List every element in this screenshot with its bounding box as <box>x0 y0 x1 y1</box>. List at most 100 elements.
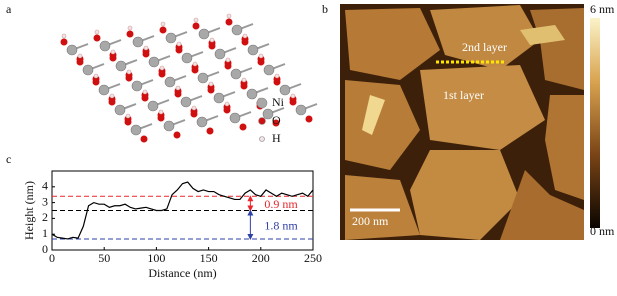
ni-atom <box>163 120 175 132</box>
o-atom <box>175 46 183 54</box>
h-atom <box>274 73 280 79</box>
x-tick-label: 250 <box>304 251 322 265</box>
h-atom <box>176 41 182 47</box>
ni-atom <box>131 80 143 92</box>
o-atom <box>140 135 148 143</box>
ni-atom <box>82 64 94 76</box>
ni-atom <box>295 104 307 116</box>
h-atom <box>142 89 148 95</box>
panel-label: c <box>6 152 11 166</box>
h-atom <box>224 101 230 107</box>
o-atom <box>206 127 214 135</box>
ni-atom <box>164 76 176 88</box>
o-atom <box>173 131 181 139</box>
ni-atom <box>148 56 160 68</box>
h-atom <box>208 81 214 87</box>
o-atom <box>108 98 116 106</box>
o-atom <box>92 78 100 86</box>
o-atom <box>289 98 297 106</box>
o-atom <box>225 18 233 26</box>
afm-image <box>340 4 584 240</box>
h-atom <box>175 85 181 91</box>
o-atom <box>60 38 68 46</box>
h-atom <box>61 33 67 39</box>
h-atom <box>193 17 199 23</box>
legend-marker <box>258 117 266 125</box>
ni-atom <box>165 32 177 44</box>
o-atom <box>208 42 216 50</box>
ni-atom <box>114 104 126 116</box>
o-atom <box>76 58 84 66</box>
ni-atom <box>98 84 110 96</box>
ni-atom <box>180 96 192 108</box>
ni-atom <box>247 44 259 56</box>
o-atom <box>239 123 247 131</box>
h-atom <box>143 45 149 51</box>
h-atom <box>110 49 116 55</box>
afm-annotation: 1st layer <box>443 88 484 102</box>
ni-atom <box>230 68 242 80</box>
x-tick-label: 100 <box>147 251 165 265</box>
h-atom <box>109 93 115 99</box>
o-atom <box>159 26 167 34</box>
legend-label: H <box>272 131 281 145</box>
ni-atom <box>147 100 159 112</box>
legend-label: Ni <box>272 95 285 109</box>
afm-annotation: 2nd layer <box>462 40 507 54</box>
o-atom <box>93 34 101 42</box>
panel-label: a <box>6 2 12 16</box>
y-tick-label: 4 <box>42 179 48 193</box>
h-atom <box>225 57 231 63</box>
h-atom <box>258 53 264 59</box>
o-atom <box>190 110 198 118</box>
colorbar-label: 6 nm <box>590 2 615 16</box>
h-atom <box>93 73 99 79</box>
o-atom <box>240 82 248 90</box>
o-atom <box>125 74 133 82</box>
ni-atom <box>115 60 127 72</box>
o-atom <box>174 90 182 98</box>
colorbar-label: 0 nm <box>590 224 615 238</box>
legend-marker <box>259 136 265 142</box>
h-atom <box>125 113 131 119</box>
annotation-label: 0.9 nm <box>264 197 298 211</box>
o-atom <box>124 118 132 126</box>
scale-bar-label: 200 nm <box>352 214 389 228</box>
ni-atom <box>181 52 193 64</box>
o-atom <box>223 106 231 114</box>
o-atom <box>207 86 215 94</box>
crystal-structure: Ni OH <box>60 13 318 145</box>
h-atom <box>242 33 248 39</box>
o-atom <box>126 30 134 38</box>
o-atom <box>257 58 265 66</box>
ni-atom <box>246 88 258 100</box>
o-atom <box>157 114 165 122</box>
y-axis-label: Height (nm) <box>22 181 36 240</box>
x-tick-label: 50 <box>98 251 110 265</box>
ni-atom <box>231 24 243 36</box>
o-atom <box>191 66 199 74</box>
ni-atom <box>213 92 225 104</box>
ni-atom <box>214 48 226 60</box>
o-atom <box>224 62 232 70</box>
o-atom <box>109 54 117 62</box>
annotation-label: 1.8 nm <box>264 218 298 232</box>
ni-atom <box>197 72 209 84</box>
ni-atom <box>229 112 241 124</box>
ni-atom <box>99 40 111 52</box>
o-atom <box>305 115 313 123</box>
h-atom <box>126 69 132 75</box>
data-line <box>51 181 314 240</box>
o-atom <box>241 38 249 46</box>
h-atom <box>160 21 166 27</box>
x-axis-label: Distance (nm) <box>148 266 216 280</box>
ni-atom <box>130 124 142 136</box>
y-tick-label: 2 <box>42 210 48 224</box>
h-atom <box>226 13 232 19</box>
ni-atom <box>132 36 144 48</box>
panel-label: b <box>322 2 328 16</box>
h-atom <box>191 105 197 111</box>
o-atom <box>142 50 150 58</box>
